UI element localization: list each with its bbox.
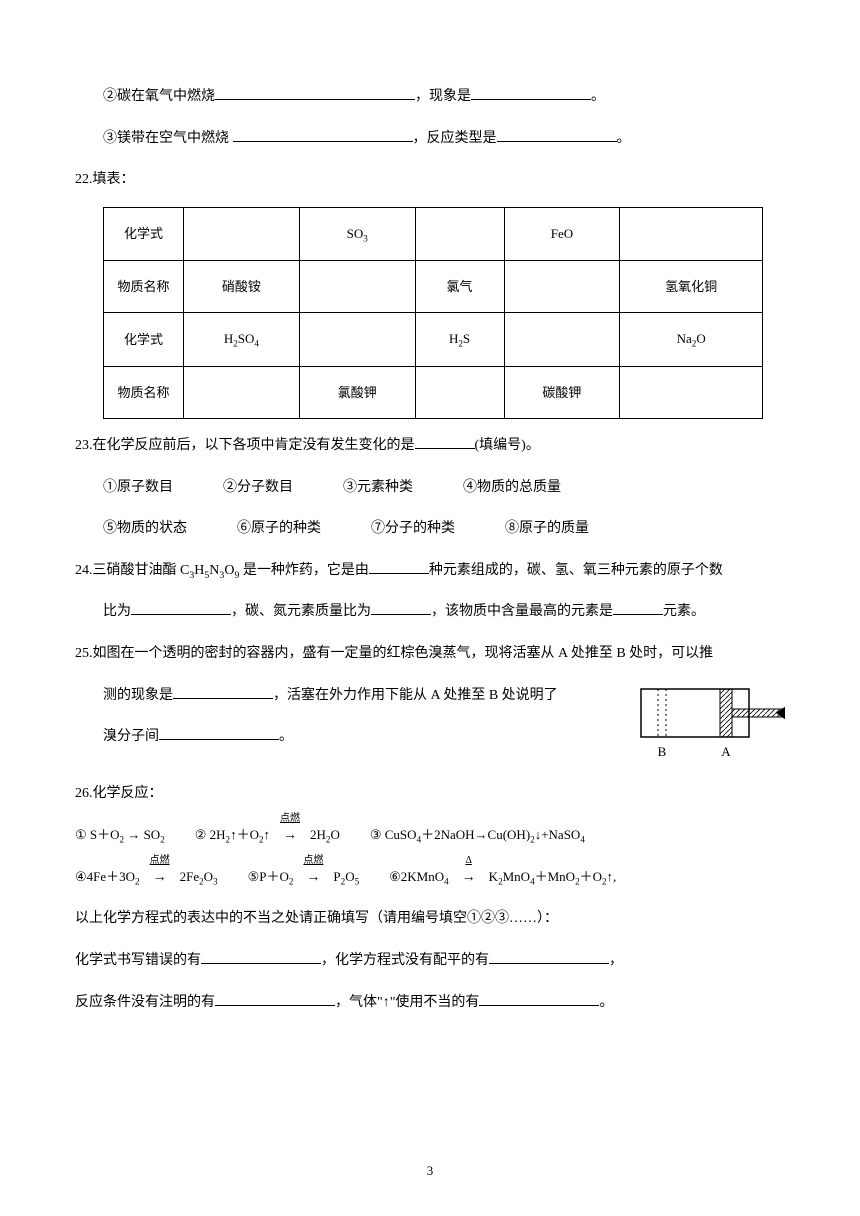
q25: 25.如图在一个透明的密封的容器内，盛有一定量的红棕色溴蒸气，现将活塞从 A 处…: [75, 637, 785, 777]
blank[interactable]: [489, 947, 609, 964]
blank[interactable]: [173, 682, 273, 699]
blank[interactable]: [497, 125, 617, 142]
reaction-6: ⑥2KMnO4Δ→K2MnO4＋MnO2＋O2↑,: [389, 861, 616, 895]
q24-line2: 比为，碳、氮元素质量比为，该物质中含量最高的元素是元素。: [75, 595, 785, 629]
reaction-1: ① S＋O2 → SO2: [75, 819, 165, 853]
table-row: 化学式 H2SO4 H2S Na2O: [104, 313, 763, 366]
q26-fill-1: 化学式书写错误的有，化学方程式没有配平的有，: [75, 944, 785, 978]
q24-line1: 24.三硝酸甘油酯 C3H5N3O9 是一种炸药，它是由种元素组成的，碳、氢、氧…: [75, 554, 785, 588]
q25-diagram: B A: [640, 684, 785, 778]
blank[interactable]: [613, 599, 663, 616]
page-number: 3: [0, 1155, 860, 1186]
svg-text:A: A: [721, 744, 731, 759]
q26-reactions: ① S＋O2 → SO2 ② 2H2↑＋O2↑点燃→2H2O ③ CuSO4＋2…: [75, 819, 785, 895]
blank[interactable]: [479, 989, 599, 1006]
blank[interactable]: [215, 83, 415, 100]
blank[interactable]: [371, 599, 431, 616]
blank[interactable]: [233, 125, 413, 142]
q25-line2: 测的现象是，活塞在外力作用下能从 A 处推至 B 处说明了: [75, 679, 630, 713]
reaction-2: ② 2H2↑＋O2↑点燃→2H2O: [195, 819, 340, 853]
q26-instruction: 以上化学方程式的表达中的不当之处请正确填写（请用编号填空①②③……）：: [75, 902, 785, 936]
reaction-3: ③ CuSO4＋2NaOH→Cu(OH)2↓+NaSO4: [370, 819, 585, 853]
table-row: 物质名称 硝酸铵 氯气 氢氧化铜: [104, 261, 763, 313]
blank[interactable]: [369, 557, 429, 574]
reaction-5: ⑤P＋O2点燃→P2O5: [248, 861, 360, 895]
q-pre-item2: ②碳在氧气中燃烧，现象是。: [75, 80, 785, 114]
q25-line3: 溴分子间。: [75, 720, 630, 754]
blank[interactable]: [471, 83, 591, 100]
q22-table: 化学式 SO3 FeO 物质名称 硝酸铵 氯气 氢氧化铜 化学式 H2SO4 H…: [103, 207, 763, 419]
q23-options-row1: ①原子数目 ②分子数目 ③元素种类 ④物质的总质量: [75, 471, 785, 505]
blank[interactable]: [201, 947, 321, 964]
q22-title: 22.填表：: [75, 163, 785, 197]
q23-options-row2: ⑤物质的状态 ⑥原子的种类 ⑦分子的种类 ⑧原子的质量: [75, 512, 785, 546]
q26-fill-2: 反应条件没有注明的有，气体"↑"使用不当的有。: [75, 986, 785, 1020]
svg-text:B: B: [658, 744, 667, 759]
q23-text: 23.在化学反应前后，以下各项中肯定没有发生变化的是(填编号)。: [75, 429, 785, 463]
q26-title: 26.化学反应：: [75, 777, 785, 811]
reaction-4: ④4Fe＋3O2点燃→2Fe2O3: [75, 861, 218, 895]
table-row: 化学式 SO3 FeO: [104, 207, 763, 260]
blank[interactable]: [159, 723, 279, 740]
table-row: 物质名称 氯酸钾 碳酸钾: [104, 366, 763, 418]
blank[interactable]: [215, 989, 335, 1006]
blank[interactable]: [415, 432, 475, 449]
q25-line1: 25.如图在一个透明的密封的容器内，盛有一定量的红棕色溴蒸气，现将活塞从 A 处…: [75, 637, 785, 671]
q-pre-item3: ③镁带在空气中燃烧 ，反应类型是。: [75, 122, 785, 156]
blank[interactable]: [131, 599, 231, 616]
